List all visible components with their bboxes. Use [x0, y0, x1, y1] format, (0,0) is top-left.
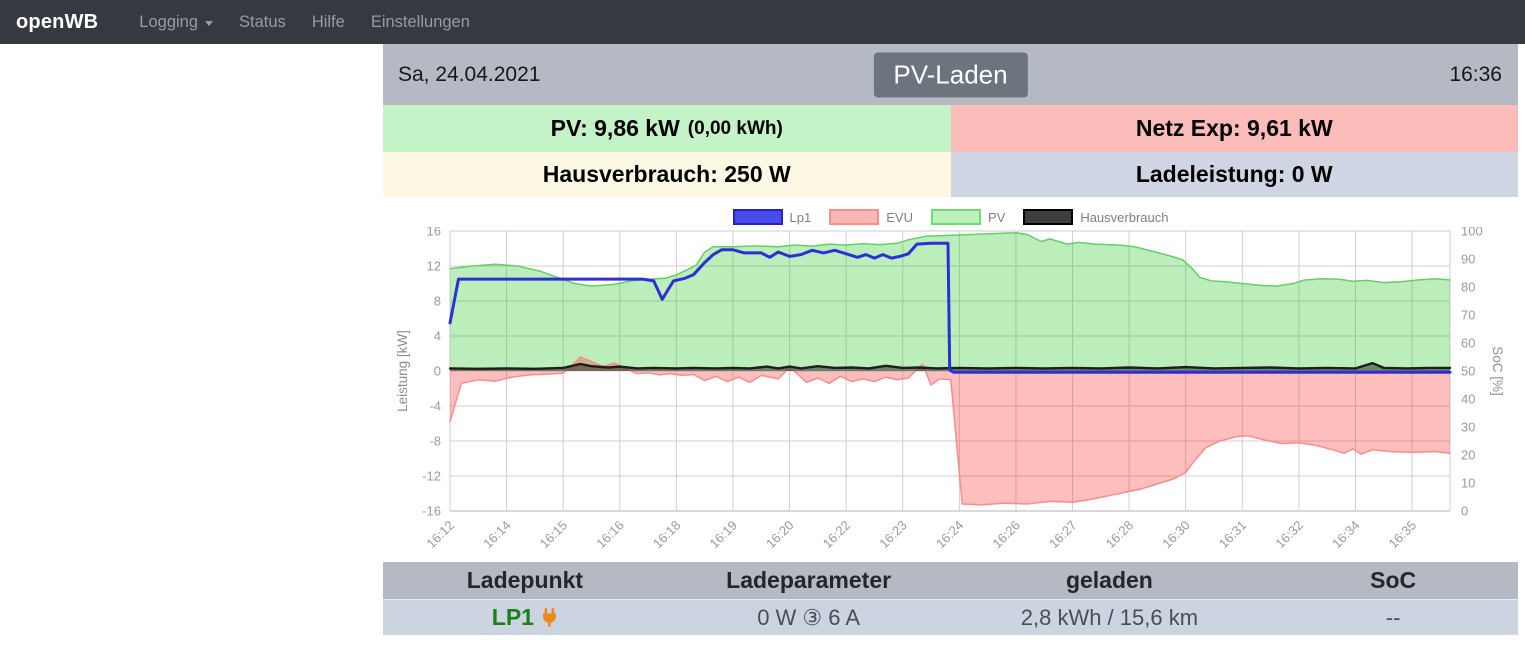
legend-swatch [829, 209, 880, 225]
svg-text:16:31: 16:31 [1216, 518, 1250, 552]
svg-text:60: 60 [1461, 336, 1475, 351]
plug-icon [542, 608, 556, 627]
col-header-ladepunkt: Ladepunkt [466, 567, 584, 593]
nav-item-label: Einstellungen [370, 12, 470, 31]
legend-swatch [732, 209, 783, 225]
svg-text:16:26: 16:26 [989, 518, 1023, 552]
svg-text:16:20: 16:20 [763, 518, 797, 552]
pv-power-value: PV: 9,86 kW [550, 115, 680, 141]
chevron-down-icon [205, 20, 214, 26]
legend-item-evu[interactable]: EVU [829, 209, 913, 225]
nav-item-hilfe[interactable]: Hilfe [299, 13, 358, 32]
svg-text:16:18: 16:18 [650, 518, 684, 552]
svg-text:16:16: 16:16 [593, 518, 627, 552]
charge-power-cell: Ladeleistung: 0 W [950, 152, 1518, 197]
power-chart: 1612840-4-8-12-1610090807060504030201001… [395, 224, 1505, 552]
svg-text:50: 50 [1461, 364, 1475, 379]
col-header-geladen: geladen [1065, 567, 1153, 593]
nav-item-status[interactable]: Status [226, 13, 299, 32]
charged-amount-cell: 2,8 kWh / 15,6 km [1020, 604, 1199, 630]
svg-text:-8: -8 [429, 434, 441, 449]
svg-text:16:19: 16:19 [706, 518, 740, 552]
svg-text:16:28: 16:28 [1103, 518, 1137, 552]
legend-item-hausverbrauch[interactable]: Hausverbrauch [1023, 209, 1168, 225]
y-axis-title-right: SoC [%] [1490, 346, 1505, 396]
legend-label: Hausverbrauch [1080, 209, 1169, 225]
col-header-soc: SoC [1370, 567, 1417, 593]
svg-text:16:22: 16:22 [820, 518, 854, 552]
legend-label: EVU [886, 209, 913, 225]
col-header-ladeparameter: Ladeparameter [726, 567, 892, 593]
pv-energy-value: (0,00 kWh) [687, 117, 783, 139]
power-summary-grid: PV: 9,86 kW (0,00 kWh) Netz Exp: 9,61 kW… [383, 105, 1518, 197]
nav-item-label: Logging [139, 12, 199, 31]
svg-text:16:32: 16:32 [1272, 518, 1306, 552]
svg-text:16:34: 16:34 [1329, 518, 1363, 552]
svg-text:8: 8 [434, 294, 441, 309]
svg-text:30: 30 [1461, 420, 1475, 435]
charge-power-value: Ladeleistung: 0 W [1135, 161, 1333, 187]
svg-text:16:12: 16:12 [424, 518, 458, 552]
svg-text:16:14: 16:14 [480, 518, 514, 552]
legend-item-pv[interactable]: PV [930, 209, 1006, 225]
pv-power-cell: PV: 9,86 kW (0,00 kWh) [383, 105, 951, 152]
grid-export-value: Netz Exp: 9,61 kW [1135, 115, 1333, 141]
svg-text:-4: -4 [429, 399, 441, 414]
svg-text:16:24: 16:24 [933, 518, 967, 552]
nav-item-label: Hilfe [311, 12, 345, 31]
svg-text:70: 70 [1461, 308, 1475, 323]
svg-text:16:30: 16:30 [1159, 518, 1193, 552]
svg-text:16:27: 16:27 [1046, 518, 1080, 552]
chargepoint-name: LP1 [491, 604, 534, 630]
svg-text:16:35: 16:35 [1386, 518, 1420, 552]
legend-swatch [1023, 209, 1074, 225]
date-label: Sa, 24.04.2021 [398, 62, 541, 86]
soc-cell: -- [1385, 604, 1401, 630]
chargepoint-table: Ladepunkt Ladeparameter geladen SoC LP1 … [383, 562, 1518, 635]
house-consumption-value: Hausverbrauch: 250 W [542, 161, 791, 187]
nav-item-einstellungen[interactable]: Einstellungen [358, 13, 483, 32]
svg-text:40: 40 [1461, 392, 1475, 407]
nav-item-label: Status [239, 12, 286, 31]
svg-text:16: 16 [427, 227, 441, 239]
legend-label: PV [987, 209, 1006, 225]
navbar: openWB Logging Status Hilfe Einstellunge… [0, 0, 1525, 44]
svg-text:12: 12 [427, 259, 441, 274]
legend-label: Lp1 [789, 209, 812, 225]
svg-text:100: 100 [1461, 227, 1483, 239]
svg-text:10: 10 [1461, 476, 1475, 491]
chart-section: Lp1 EVU PV Hausverbrauch 16 12 8 4 0 -4 -8 -12 -16 1… [383, 197, 1518, 562]
charge-mode-button[interactable]: PV-Laden [873, 52, 1028, 97]
status-bar: Sa, 24.04.2021 PV-Laden 16:36 [383, 44, 1518, 105]
svg-text:0: 0 [1461, 504, 1468, 519]
table-header-row: Ladepunkt Ladeparameter geladen SoC [383, 562, 1518, 600]
y-axis-title-left: Leistung [kW] [395, 330, 410, 412]
svg-text:0: 0 [434, 364, 441, 379]
chargepoint-name-cell: LP1 [383, 604, 667, 631]
svg-text:20: 20 [1461, 448, 1475, 463]
legend-swatch [930, 209, 981, 225]
brand-openwb[interactable]: openWB [16, 10, 99, 33]
svg-text:16:15: 16:15 [537, 518, 571, 552]
svg-text:90: 90 [1461, 252, 1475, 267]
svg-text:16:23: 16:23 [876, 518, 910, 552]
svg-text:4: 4 [434, 329, 441, 344]
svg-text:80: 80 [1461, 280, 1475, 295]
house-consumption-cell: Hausverbrauch: 250 W [383, 152, 951, 197]
grid-export-cell: Netz Exp: 9,61 kW [950, 105, 1518, 152]
table-row: LP1 0 W ③ 6 A 2,8 kWh / 15,6 km -- [383, 600, 1518, 635]
svg-text:-16: -16 [422, 504, 441, 519]
time-label: 16:36 [1449, 62, 1502, 86]
legend-item-lp1[interactable]: Lp1 [732, 209, 812, 225]
charge-parameter-cell: 0 W ③ 6 A [757, 604, 861, 630]
chart-legend: Lp1 EVU PV Hausverbrauch [383, 197, 1518, 227]
svg-text:-12: -12 [422, 469, 441, 484]
nav-item-logging[interactable]: Logging [126, 13, 226, 32]
